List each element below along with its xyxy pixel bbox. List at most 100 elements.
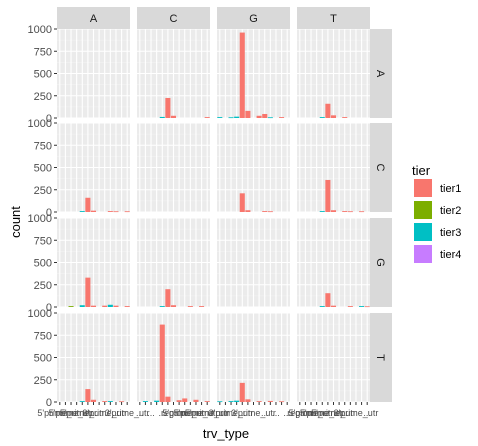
bar-tier1 [347,211,353,213]
y-tick-label: 0 [46,302,52,314]
bar-tier3 [107,304,113,307]
y-tick-label: 250 [34,280,52,292]
strip-row-label: C [374,164,386,172]
legend: tier tier1 tier2 tier3 tier4 [412,163,461,263]
legend-label: tier4 [440,249,461,261]
strip-row-label: A [374,70,386,78]
panel-T-G [217,312,290,403]
x-tick-label: ... [272,408,280,418]
bar-tier1 [325,179,331,212]
bar-tier1 [165,289,171,307]
bar-tier1 [245,399,251,402]
bar-tier1 [85,389,91,402]
bar-tier3 [159,116,165,118]
x-tick-label: 3'prime_utr [334,408,379,418]
bar-tier1 [245,110,251,118]
bar-tier1 [330,305,337,307]
panel-C-G [217,122,290,213]
bar-tier1 [262,113,268,118]
bar-tier3 [319,306,325,307]
y-tick-label: 0 [46,113,52,125]
bar-tier1 [187,306,193,307]
bar-tier1 [90,305,97,307]
legend-title: tier [412,163,431,178]
bar-tier3 [217,401,223,403]
legend-key-tier2 [414,201,432,219]
bar-tier1 [256,401,262,402]
x-tick-label: 5'prime_utr [162,408,207,418]
x-tick-label: 3'prime_utr [105,408,150,418]
x-tick-label: ... [261,408,269,418]
bar-tier1 [359,211,365,213]
bar-tier3 [319,211,325,212]
bar-tier1 [325,103,331,118]
bar-tier2 [68,306,74,307]
bar-tier1 [279,401,285,403]
bar-tier1 [90,210,97,212]
bar-tier1 [245,210,251,212]
y-axis-ticks: 0250500750100002505007501000025050075010… [28,24,57,409]
y-tick-label: 1000 [28,24,52,36]
y-tick-label: 250 [34,375,52,387]
panel-A-C [137,28,210,119]
bar-tier3 [217,117,223,118]
bar-tier1 [256,115,262,118]
x-tick-label: 5'prime_utr [49,408,94,418]
bar-tier1 [262,211,268,212]
x-tick-label: ... [90,408,98,418]
y-tick-label: 250 [34,185,52,197]
bar-tier1 [330,115,337,118]
y-tick-label: 1000 [28,118,52,130]
strip-col-C [137,7,210,29]
legend-key-tier1 [414,179,432,197]
bar-tier3 [319,117,325,118]
bar-tier1 [165,396,171,402]
bar-tier1 [107,211,113,212]
strip-col-label: C [170,13,178,25]
bar-tier1 [124,211,130,213]
y-tick-label: 0 [46,207,52,219]
panel-C-C [137,122,210,213]
bar-tier1 [119,401,125,403]
x-tick-label: 5'prime_utr [289,408,334,418]
x-axis-title: trv_type [203,426,249,441]
bar-tier1 [113,211,119,213]
x-tick-label: 5'prime_utr [60,408,105,418]
panel-T-A [57,312,130,403]
y-tick-label: 0 [46,397,52,409]
panel-C-T [297,122,370,213]
bar-tier1 [85,277,91,307]
panel-G-T [297,217,370,308]
strip-col-label: T [330,13,337,25]
panel-A-T [297,28,370,119]
y-tick-label: 500 [34,163,52,175]
legend-label: tier2 [440,205,461,217]
bar-tier1 [330,210,337,212]
strip-row-C [370,123,392,212]
x-tick-label: ... [341,408,349,418]
x-tick-label: ... [147,408,155,418]
strip-row-label: T [374,354,386,361]
strip-row-G [370,218,392,307]
y-tick-label: 750 [34,330,52,342]
bar-tier1 [204,401,210,402]
bar-tier3 [79,305,85,307]
bar-tier1 [113,305,119,307]
bar-tier1 [267,400,273,402]
panel-G-C [137,217,210,308]
bar-tier3 [228,401,234,402]
bar-tier1 [102,305,108,307]
panel-T-T [297,312,370,403]
bar-tier3 [79,211,85,212]
bar-tier1 [199,306,205,307]
panels-layer [57,28,370,403]
strip-row-T [370,313,392,402]
x-tick-label: 5'prime_utr [300,408,345,418]
facet-strips: A C G T A C G T [57,7,392,402]
bar-tier3 [228,117,234,119]
strip-row-A [370,29,392,118]
x-tick-label: 3'prime_utr [209,408,254,418]
x-tick-label: 3'prime_utr [231,408,276,418]
bar-tier1 [170,115,177,118]
